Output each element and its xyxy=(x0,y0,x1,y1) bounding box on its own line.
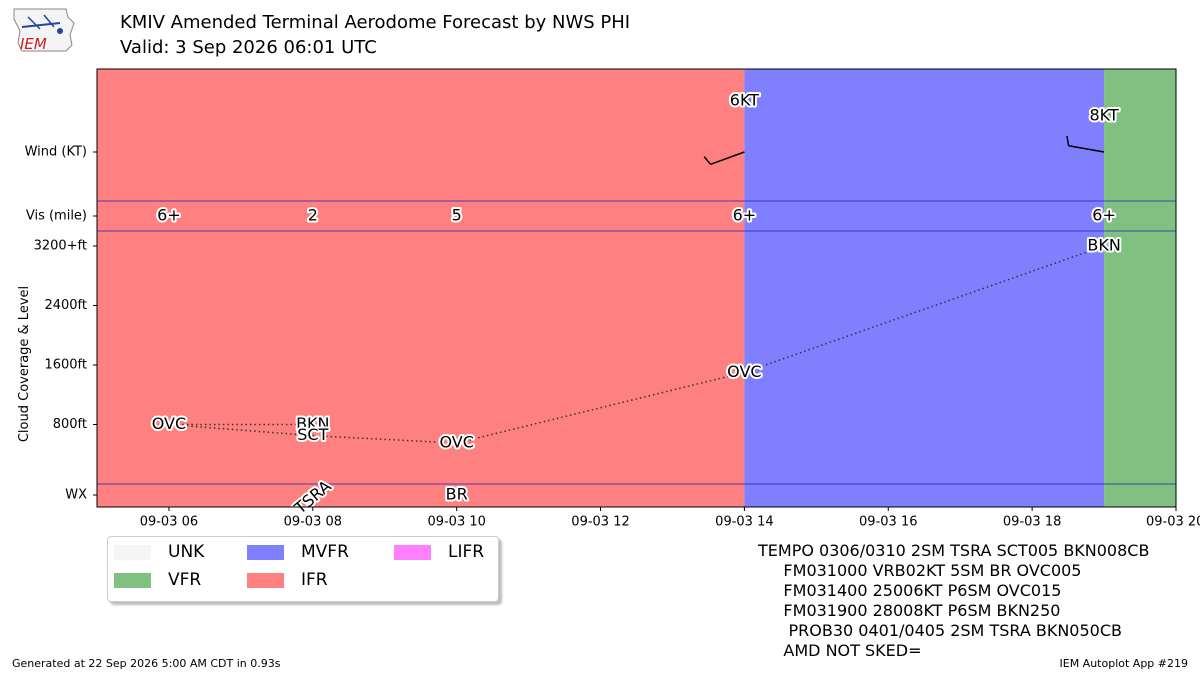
chart-valid-time: Valid: 3 Sep 2026 06:01 UTC xyxy=(120,37,377,58)
wind-speed-label: 6KT xyxy=(730,91,759,110)
app-footer: IEM Autoplot App #219 xyxy=(1059,657,1189,670)
legend-item-mvfr: MVFR xyxy=(247,542,349,562)
y-tick-wx: WX xyxy=(65,488,87,503)
legend-item-vfr: VFR xyxy=(114,570,201,590)
x-tick-label: 09-03 16 xyxy=(859,515,917,530)
y-tick-level: 2400ft xyxy=(44,298,87,313)
legend: UNK VFR MVFR IFR LIFR xyxy=(107,536,499,602)
chart-title: KMIV Amended Terminal Aerodome Forecast … xyxy=(120,12,631,33)
visibility-label: 5 xyxy=(452,206,462,225)
row-dividers xyxy=(97,200,1176,485)
legend-label-ifr: IFR xyxy=(301,570,328,590)
legend-item-unk: UNK xyxy=(114,542,204,562)
legend-swatch-ifr xyxy=(247,572,284,588)
x-tick-label: 09-03 08 xyxy=(284,515,342,530)
x-tick-label: 09-03 06 xyxy=(140,515,198,530)
wind-barb-staff xyxy=(1068,145,1105,153)
wind-barb-feather xyxy=(1066,135,1070,146)
legend-item-lifr: LIFR xyxy=(394,542,484,562)
cloud-label: BKN xyxy=(1087,236,1120,255)
plot-frame xyxy=(96,68,1177,508)
wind-speed-label: 8KT xyxy=(1089,106,1118,125)
wind-barbs xyxy=(703,135,1105,166)
visibility-label: 6+ xyxy=(1092,206,1116,225)
y-tick-vis: Vis (mile) xyxy=(26,209,87,224)
legend-label-lifr: LIFR xyxy=(448,542,485,562)
y-axis-label: Cloud Coverage & Level xyxy=(17,286,32,442)
band-mvfr xyxy=(744,69,1105,507)
logo-text: IEM xyxy=(20,35,47,53)
x-tick-label: 09-03 12 xyxy=(571,515,629,530)
cloud-label: OVC xyxy=(727,362,761,381)
legend-swatch-vfr xyxy=(114,572,151,588)
y-tick-level: 800ft xyxy=(53,417,87,432)
visibility-label: 6+ xyxy=(157,206,181,225)
wind-barb-staff xyxy=(710,151,745,166)
band-ifr xyxy=(97,69,745,507)
weather-label: BR xyxy=(446,485,468,504)
cloud-label: SCT xyxy=(297,425,328,444)
cloud-label: OVC xyxy=(439,433,473,452)
cloud-label: OVC xyxy=(152,414,186,433)
visibility-label: 2 xyxy=(308,206,318,225)
cloud-level-lines xyxy=(168,245,1105,444)
cloud-label: BKN xyxy=(296,414,329,433)
flight-category-bands xyxy=(97,69,1176,507)
x-tick-label: 09-03 10 xyxy=(427,515,485,530)
legend-swatch-unk xyxy=(114,544,151,560)
y-tick-level: 3200+ft xyxy=(34,239,87,254)
legend-label-unk: UNK xyxy=(168,542,205,562)
legend-label-mvfr: MVFR xyxy=(301,542,349,562)
generated-footer: Generated at 22 Sep 2026 5:00 AM CDT in … xyxy=(12,657,281,670)
y-tick-level: 1600ft xyxy=(44,358,87,373)
wind-barb-feather xyxy=(703,156,712,165)
legend-swatch-mvfr xyxy=(247,544,284,560)
x-axis: 09-03 06 09-03 08 09-03 10 09-03 12 09-03 14… xyxy=(140,507,1200,530)
y-axis: Wind (KT) Vis (mile) WX 800ft 1600ft 2400ft 32… xyxy=(25,145,97,503)
visibility-label: 6+ xyxy=(733,206,757,225)
legend-swatch-lifr xyxy=(394,544,431,560)
iem-logo: IEM xyxy=(13,8,75,53)
cloud-level-line xyxy=(168,245,1105,444)
legend-label-vfr: VFR xyxy=(168,570,202,590)
legend-item-ifr: IFR xyxy=(247,570,328,590)
x-tick-label: 09-03 18 xyxy=(1003,515,1061,530)
band-vfr xyxy=(1104,69,1176,507)
y-tick-wind: Wind (KT) xyxy=(25,145,87,160)
x-tick-label: 09-03 14 xyxy=(715,515,773,530)
x-tick-label: 09-03 20 xyxy=(1146,515,1200,530)
raw-taf-text: TEMPO 0306/0310 2SM TSRA SCT005 BKN008CB… xyxy=(758,541,1150,660)
